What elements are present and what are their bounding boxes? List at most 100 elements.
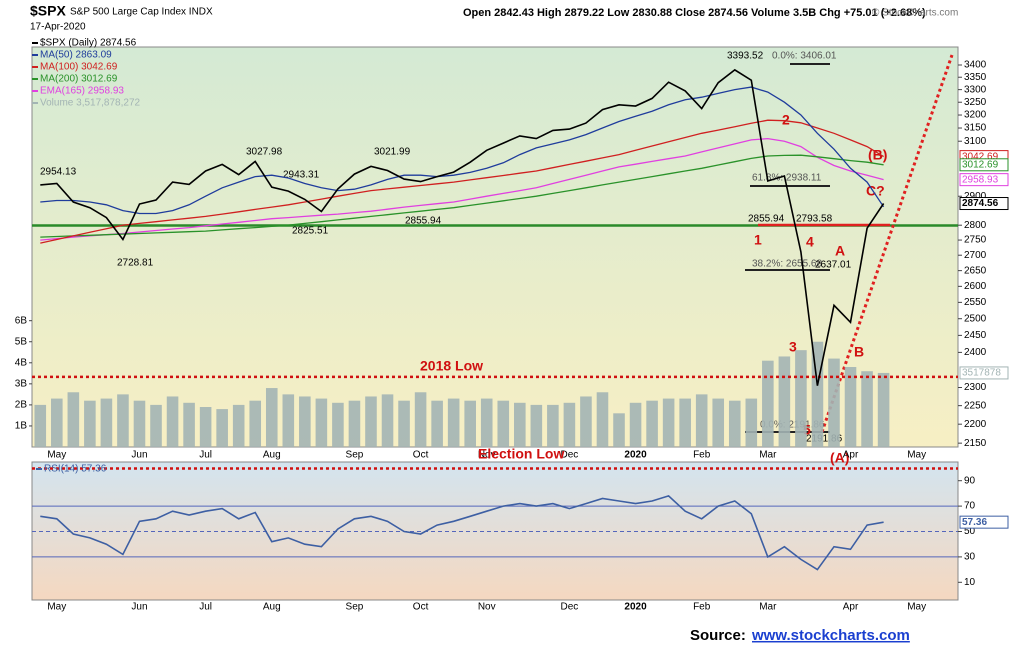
value-tag: 3012.69 xyxy=(962,159,999,170)
x-tick-label: Nov xyxy=(478,602,496,613)
annotation: 2825.51 xyxy=(292,226,329,237)
volume-bar xyxy=(613,413,625,447)
volume-bar xyxy=(828,358,840,447)
quote: Open 2842.43 High 2879.22 Low 2830.88 Cl… xyxy=(463,7,926,19)
y-tick-label: 2450 xyxy=(964,330,987,341)
volume-bar xyxy=(150,404,162,447)
value-tag: 3517878 xyxy=(962,368,1001,379)
volume-bar xyxy=(398,400,410,447)
volume-bar xyxy=(695,394,708,447)
legend-label: MA(100) 3042.69 xyxy=(40,62,118,73)
y-tick-label: 2550 xyxy=(964,297,987,308)
x-tick-label: Oct xyxy=(413,450,429,461)
annotation: 3027.98 xyxy=(246,147,283,158)
watermark: © StockCharts.com xyxy=(872,8,958,19)
y-tick-label: 90 xyxy=(964,475,976,486)
annotation: 0.0%: 3406.01 xyxy=(772,51,837,62)
volume-bar xyxy=(877,372,890,447)
annotation: 2855.94 xyxy=(405,216,442,227)
trend-line xyxy=(820,54,954,433)
series-line xyxy=(40,119,884,244)
x-tick-label: Jun xyxy=(131,450,147,461)
legend-label: MA(50) 2863.09 xyxy=(40,50,112,61)
volume-bar xyxy=(216,409,228,447)
legend-label: MA(200) 3012.69 xyxy=(40,74,118,85)
y-tick-label: 2300 xyxy=(964,382,987,393)
x-tick-label: Feb xyxy=(693,602,711,613)
volume-bar xyxy=(795,350,807,447)
reference-label: Election Low xyxy=(478,446,564,462)
x-tick-label: Jul xyxy=(199,450,212,461)
y-tick-label: 3400 xyxy=(964,60,987,71)
volume-bar xyxy=(861,371,873,447)
volume-bar xyxy=(728,400,741,447)
annotation: 1 xyxy=(754,232,762,248)
x-tick-label: Sep xyxy=(346,450,364,461)
volume-bar xyxy=(332,402,344,447)
annotation: 0.0%: 2191.86 xyxy=(760,420,825,431)
annotation: 2855.94 xyxy=(748,214,785,225)
volume-bar xyxy=(199,407,212,447)
volume-bar xyxy=(464,400,476,447)
volume-bar xyxy=(497,400,510,447)
y-tick-label: 3150 xyxy=(964,123,987,134)
y-tick-label: 30 xyxy=(964,552,976,563)
volume-bar xyxy=(299,396,311,447)
series-line xyxy=(40,86,885,215)
source-label: Source: xyxy=(690,627,746,644)
value-tag-box xyxy=(959,515,1009,529)
x-tick-label: Aug xyxy=(263,450,281,461)
y-tick-label: 2900 xyxy=(964,191,987,202)
volume-bar xyxy=(249,400,262,447)
legend-label: EMA(165) 2958.93 xyxy=(40,86,124,97)
x-tick-label: Sep xyxy=(346,602,364,613)
value-tag-box xyxy=(959,158,1009,172)
y-tick-label: 50 xyxy=(964,526,976,537)
volume-bar xyxy=(596,392,609,447)
x-tick-label: May xyxy=(907,602,926,613)
y-tick-label: 3200 xyxy=(964,110,987,121)
volume-bar xyxy=(414,392,427,447)
x-tick-label: Feb xyxy=(693,450,711,461)
x-tick-label: Jul xyxy=(199,602,212,613)
y-tick-label: 3100 xyxy=(964,136,987,147)
annotation: 61.8%: 2938.11 xyxy=(752,173,822,184)
value-tag-box xyxy=(959,197,1009,211)
x-tick-label: 2020 xyxy=(624,602,647,613)
y-tick-label: 2150 xyxy=(964,438,987,449)
y-tick-label: 2400 xyxy=(964,347,987,358)
volume-bar xyxy=(166,396,179,447)
value-tag: 3042.69 xyxy=(962,151,999,162)
x-tick-label: May xyxy=(907,450,926,461)
volume-bar xyxy=(712,398,725,447)
y-tick-label: 10 xyxy=(964,577,976,588)
y2-tick-label: 3B xyxy=(15,378,28,389)
volume-bar xyxy=(84,400,96,447)
volume-bar xyxy=(34,404,47,447)
y2-tick-label: 2B xyxy=(15,400,28,411)
y2-tick-label: 1B xyxy=(15,421,28,432)
value-tag: 2874.56 xyxy=(962,198,999,209)
annotation: 2954.13 xyxy=(40,167,77,178)
volume-bar xyxy=(348,400,361,447)
x-tick-label: Nov xyxy=(478,450,496,461)
value-tag: 57.36 xyxy=(962,517,987,528)
x-tick-label: Jun xyxy=(131,602,147,613)
legend-label: RSI(14) 57.36 xyxy=(44,464,107,475)
y2-tick-label: 6B xyxy=(15,315,28,326)
volume-bar xyxy=(447,398,460,447)
volume-bar xyxy=(265,388,278,447)
volume-bar xyxy=(51,398,63,447)
volume-bar xyxy=(480,398,493,447)
volume-bar xyxy=(811,341,824,447)
annotation: 5 xyxy=(803,422,811,438)
panel: May Jun Jul Aug Sep Oct Nov Dec 2020 Feb Mar Apr May… xyxy=(32,464,1009,613)
annotation: 2793.58 xyxy=(796,214,833,225)
source-link[interactable]: www.stockcharts.com xyxy=(751,627,910,644)
y-tick-label: 2200 xyxy=(964,419,987,430)
volume-bar xyxy=(381,394,394,447)
annotation: 38.2%: 2655.68 xyxy=(752,259,822,270)
panel: May Jun Jul Aug Sep Oct Nov Dec 2020 Feb Mar Apr May… xyxy=(15,38,1009,470)
